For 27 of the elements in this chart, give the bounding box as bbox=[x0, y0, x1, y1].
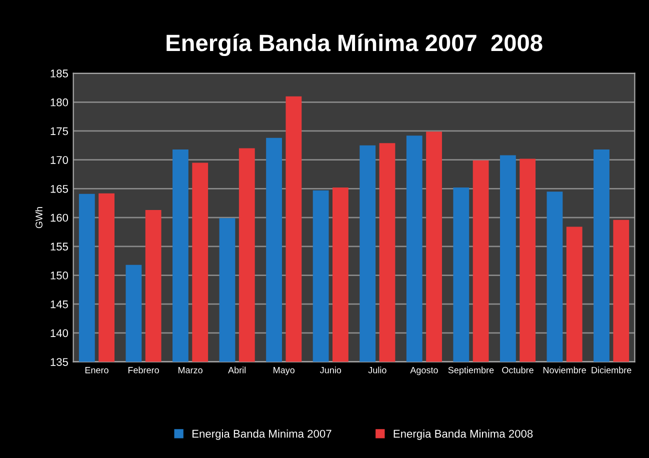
x-tick-label: Junio bbox=[320, 366, 342, 374]
y-tick-label: 165 bbox=[50, 184, 68, 193]
y-tick-label: 145 bbox=[50, 300, 68, 308]
y-tick-label: 140 bbox=[50, 329, 68, 338]
legend-label: Energia Banda Minima 2008 bbox=[394, 430, 533, 440]
x-tick-label: Julio bbox=[368, 366, 386, 374]
chart-title: Energía Banda Mínima 2007 2008 bbox=[166, 34, 542, 56]
y-axis-title: GWh bbox=[35, 207, 42, 228]
y-tick-label: 135 bbox=[50, 358, 68, 366]
x-tick-label: Mayo bbox=[274, 367, 295, 376]
y-tick-label: 155 bbox=[50, 242, 68, 251]
x-tick-label: Diciembre bbox=[592, 366, 632, 374]
x-tick-label: Febrero bbox=[128, 366, 159, 374]
y-tick-label: 150 bbox=[50, 272, 68, 280]
y-tick-label: 185 bbox=[50, 70, 68, 78]
y-tick-label: 175 bbox=[50, 127, 68, 136]
y-tick-label: 160 bbox=[50, 214, 68, 222]
x-tick-label: Agosto bbox=[410, 367, 438, 376]
y-tick-label: 170 bbox=[50, 156, 68, 164]
x-tick-label: Noviembre bbox=[543, 366, 586, 374]
y-tick-label: 180 bbox=[50, 98, 68, 106]
x-tick-label: Enero bbox=[85, 367, 108, 374]
x-tick-label: Abril bbox=[228, 366, 246, 374]
x-tick-label: Septiembre bbox=[448, 366, 494, 376]
x-tick-label: Octubre bbox=[502, 366, 534, 374]
legend-label: Energia Banda Minima 2007 bbox=[192, 430, 332, 440]
x-tick-label: Marzo bbox=[178, 367, 202, 374]
